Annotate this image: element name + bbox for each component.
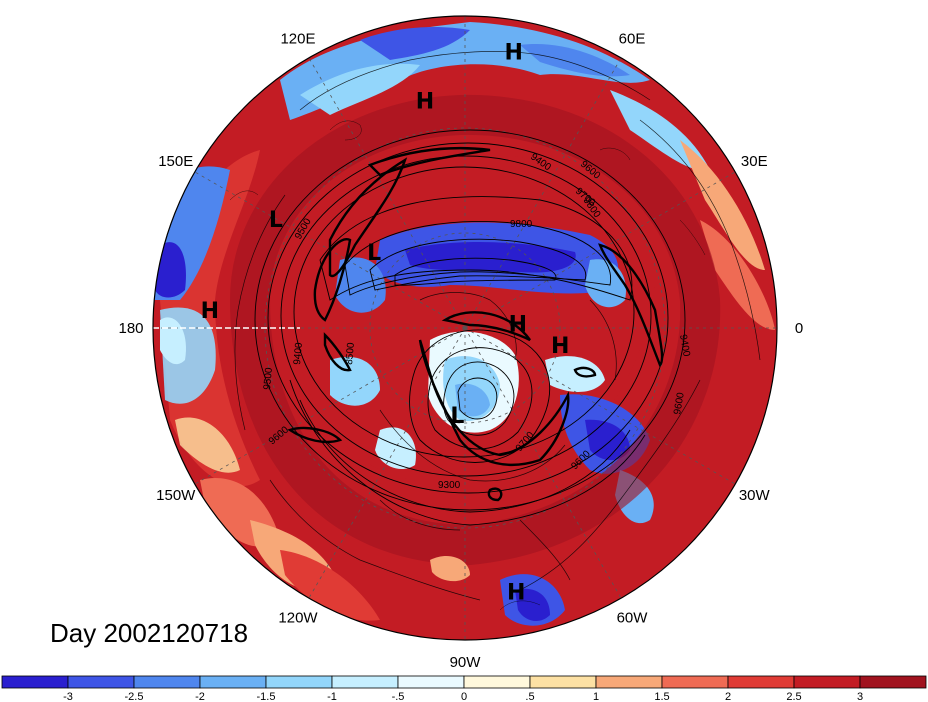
- contour-label: 8500: [344, 342, 357, 366]
- colorbar-tick-label: 1.5: [654, 691, 669, 702]
- colorbar-swatch: [397, 675, 465, 689]
- high-pressure-marker: H: [507, 580, 525, 605]
- colorbar-tick-label: -3: [63, 691, 73, 702]
- figure-title: Day 2002120718: [50, 618, 249, 648]
- contour-label: 9600: [672, 391, 687, 415]
- longitude-label: 30E: [741, 153, 768, 170]
- colorbar-tick-label: 2: [725, 691, 731, 702]
- high-pressure-marker: H: [416, 90, 434, 115]
- longitude-label: 150E: [158, 153, 193, 170]
- low-pressure-marker: L: [450, 404, 464, 429]
- low-pressure-marker: L: [367, 241, 381, 266]
- colorbar-swatch: [265, 675, 333, 689]
- colorbar-tick-label: -.5: [392, 691, 405, 702]
- longitude-label: 150W: [156, 487, 196, 504]
- map-boundary: [152, 15, 778, 641]
- colorbar-swatch: [199, 675, 267, 689]
- colorbar-swatch: [463, 675, 531, 689]
- low-pressure-marker: L: [269, 208, 283, 233]
- colorbar-swatch: [859, 675, 927, 689]
- colorbar: -3 -2.5 -2 -1.5 -1 -.5 0 .5 1 1.5 2 2.5 3: [1, 675, 927, 702]
- colorbar-tick-label: 1: [593, 691, 599, 702]
- geopotential-contours: [254, 129, 686, 526]
- colorbar-swatch: [529, 675, 597, 689]
- contour-label: 9300: [438, 480, 461, 491]
- colorbar-tick-label: -1.5: [257, 691, 276, 702]
- colorbar-tick-label: -1: [327, 691, 337, 702]
- colorbar-swatch: [1, 675, 69, 689]
- longitude-labels: 90E 60E 30E 0 30W 60W 90W 120W 150W 180 150E 120E: [118, 0, 803, 671]
- high-pressure-marker: H: [505, 40, 523, 65]
- colorbar-swatch: [727, 675, 795, 689]
- colorbar-swatch: [133, 675, 201, 689]
- longitude-label: 180: [118, 320, 143, 337]
- longitude-label: 120E: [280, 31, 315, 48]
- contour-label: 9500: [262, 367, 275, 391]
- colorbar-tick-label: -2: [195, 691, 205, 702]
- colorbar-swatch: [661, 675, 729, 689]
- longitude-label: 90W: [450, 654, 482, 671]
- colorbar-tick-label: 0: [461, 691, 467, 702]
- contour-label: 9400: [677, 334, 692, 358]
- high-pressure-marker: H: [509, 312, 527, 337]
- colorbar-swatch: [67, 675, 135, 689]
- longitude-label: 60E: [619, 31, 646, 48]
- colorbar-swatch: [595, 675, 663, 689]
- contour-label: 9400: [292, 342, 305, 366]
- longitude-label: 0: [795, 320, 803, 337]
- polar-field: [153, 16, 777, 640]
- longitude-label: 60W: [617, 609, 649, 626]
- colorbar-tick-label: -2.5: [125, 691, 144, 702]
- colorbar-swatch: [331, 675, 399, 689]
- contour-label: 9800: [510, 219, 533, 230]
- colorbar-swatch: [793, 675, 861, 689]
- colorbar-tick-label: 2.5: [786, 691, 801, 702]
- jet-contours: [287, 146, 664, 502]
- high-pressure-marker: H: [201, 299, 219, 324]
- high-pressure-marker: H: [551, 334, 569, 359]
- longitude-label: 120W: [278, 609, 318, 626]
- colorbar-tick-label: .5: [525, 691, 534, 702]
- colorbar-tick-label: 3: [857, 691, 863, 702]
- longitude-label: 90E: [452, 0, 479, 3]
- longitude-label: 30W: [739, 487, 771, 504]
